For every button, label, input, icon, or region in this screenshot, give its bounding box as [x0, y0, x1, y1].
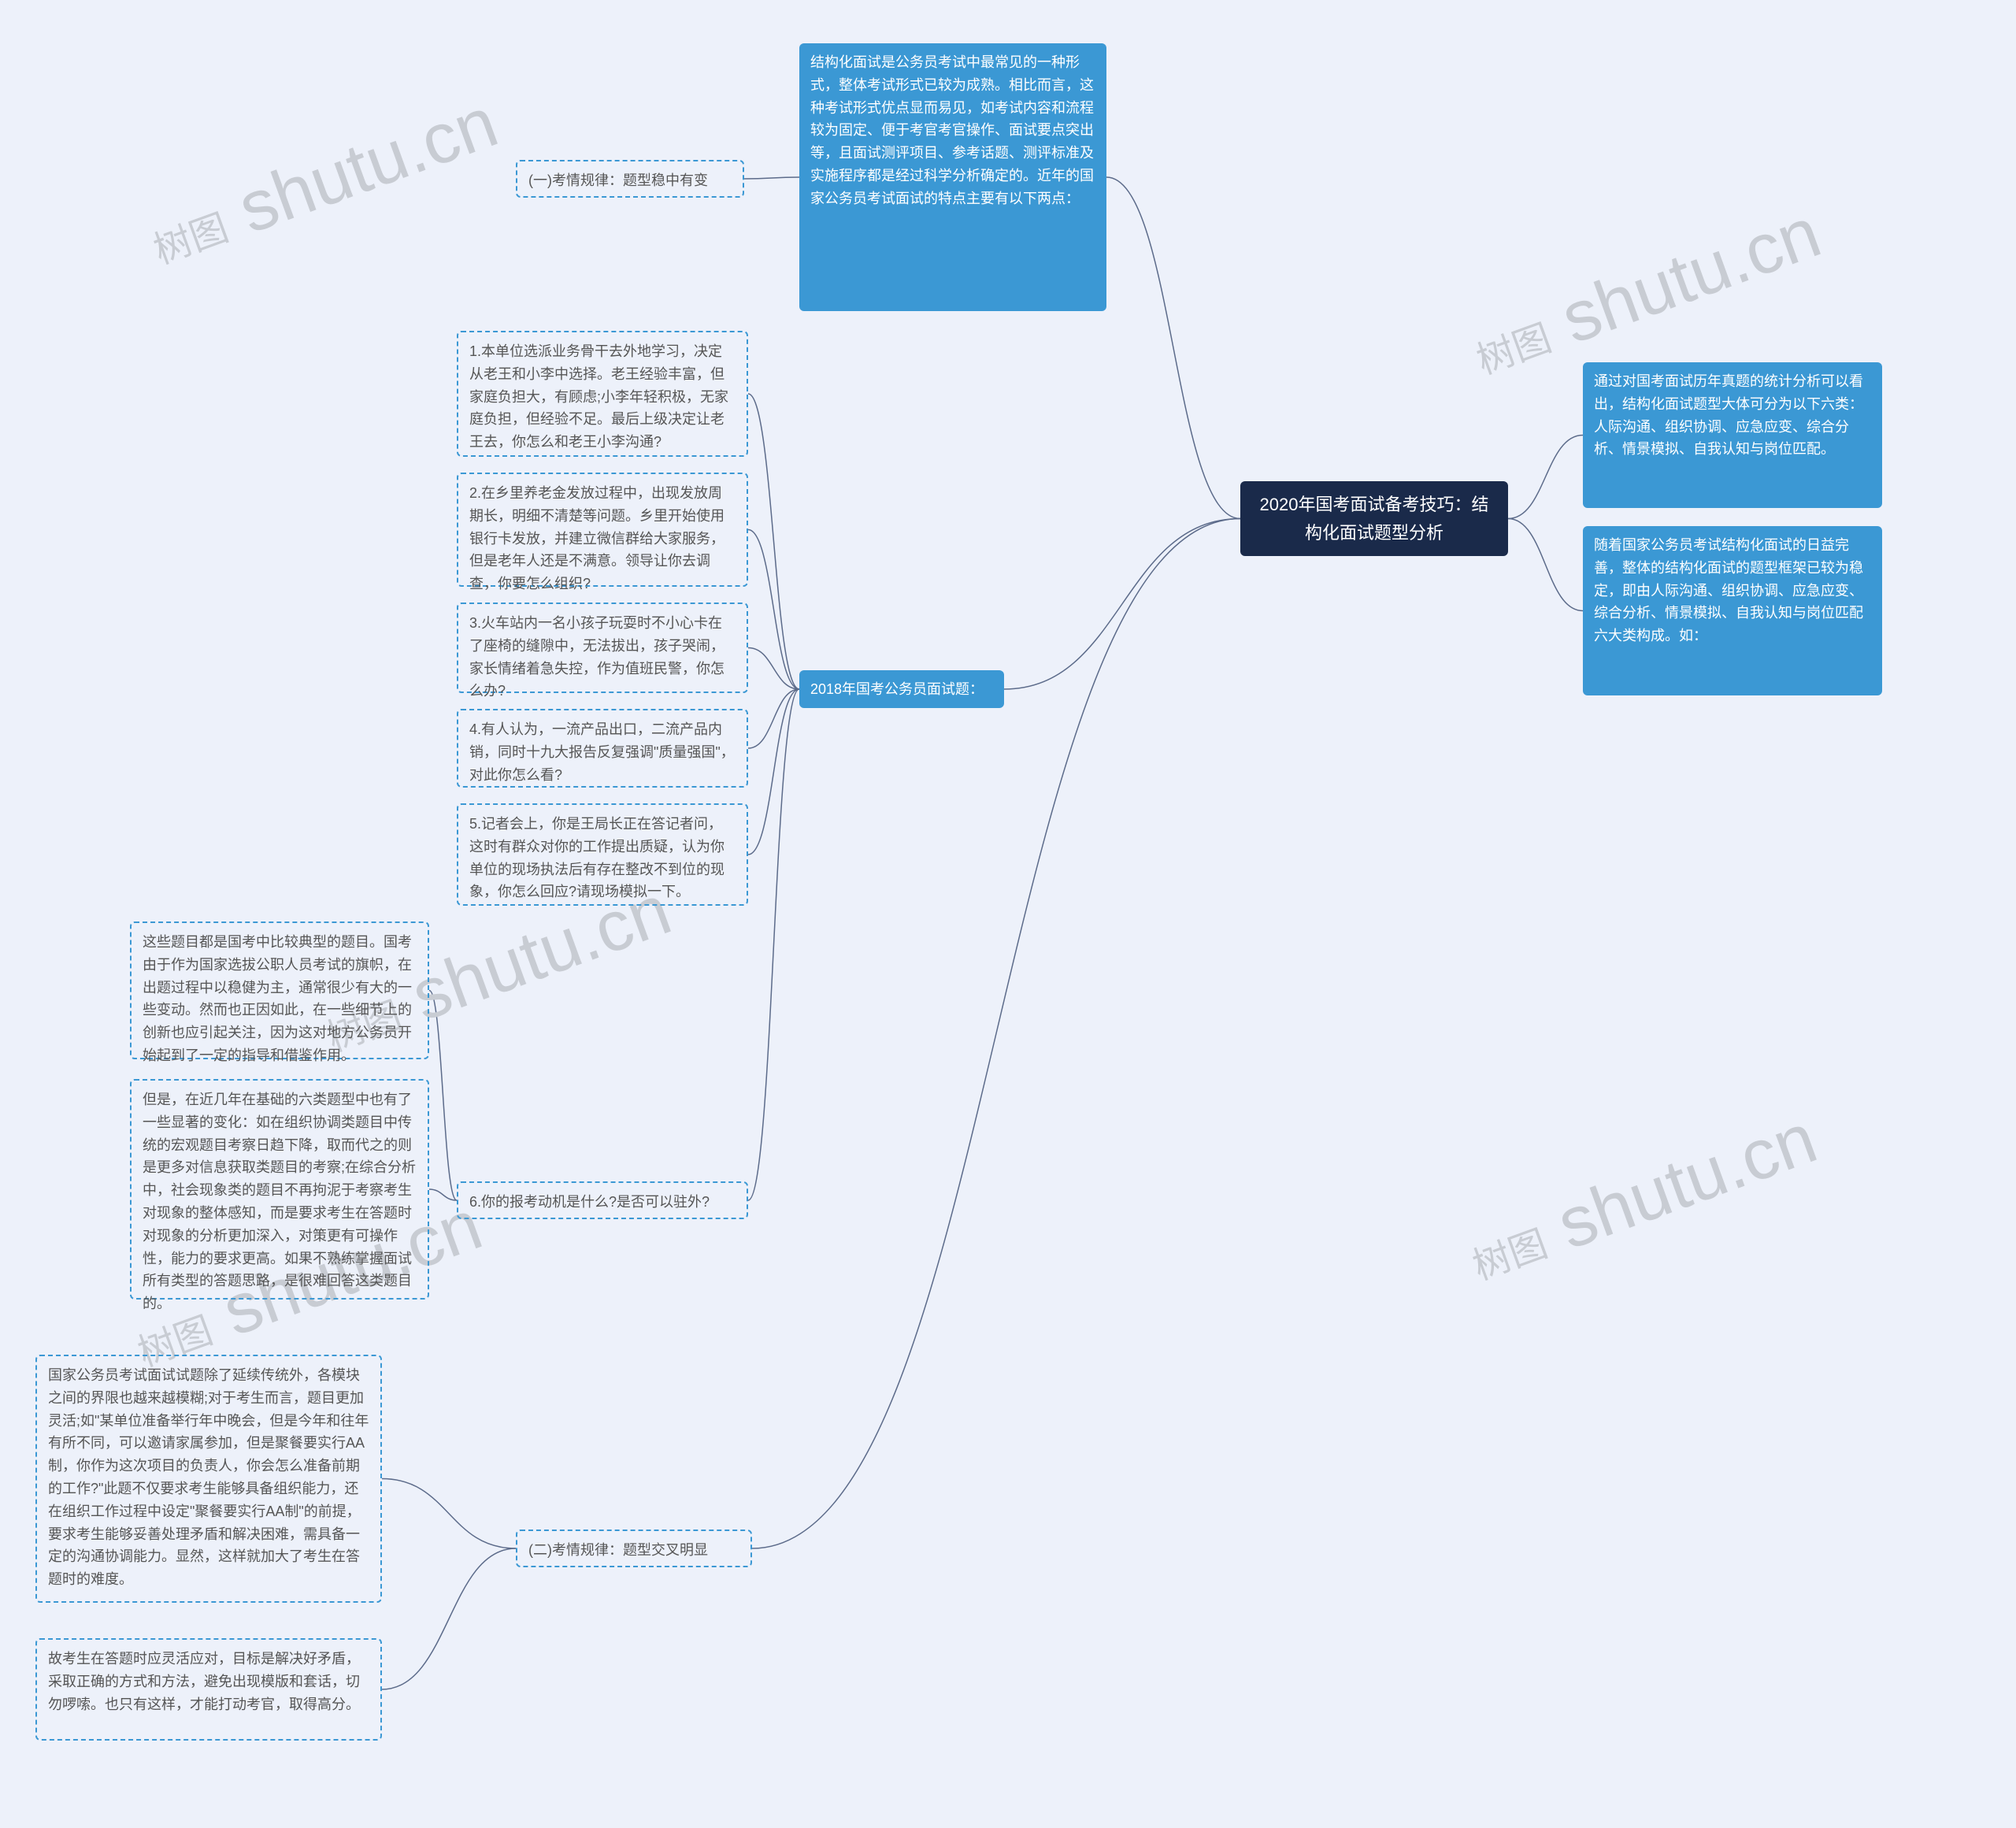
node-text: 这些题目都是国考中比较典型的题目。国考由于作为国家选拔公职人员考试的旗帜，在出题…: [143, 934, 412, 1063]
commentary-1[interactable]: 这些题目都是国考中比较典型的题目。国考由于作为国家选拔公职人员考试的旗帜，在出题…: [130, 921, 429, 1059]
question-1[interactable]: 1.本单位选派业务骨干去外地学习，决定从老王和小李中选择。老王经验丰富，但家庭负…: [457, 331, 748, 457]
node-text: 1.本单位选派业务骨干去外地学习，决定从老王和小李中选择。老王经验丰富，但家庭负…: [469, 343, 728, 450]
right-child-1[interactable]: 通过对国考面试历年真题的统计分析可以看出，结构化面试题型大体可分为以下六类：人际…: [1583, 362, 1882, 508]
node-text: 但是，在近几年在基础的六类题型中也有了一些显著的变化：如在组织协调类题目中传统的…: [143, 1092, 416, 1311]
intro-node[interactable]: 结构化面试是公务员考试中最常见的一种形式，整体考试形式已较为成熟。相比而言，这种…: [799, 43, 1106, 311]
node-text: 6.你的报考动机是什么?是否可以驻外?: [469, 1194, 710, 1210]
exam-2018-node[interactable]: 2018年国考公务员面试题：: [799, 670, 1004, 708]
question-4[interactable]: 4.有人认为，一流产品出口，二流产品内销，同时十九大报告反复强调"质量强国"，对…: [457, 709, 748, 788]
watermark: 树图 shutu.cn: [1458, 1098, 1827, 1299]
node-text: 故考生在答题时应灵活应对，目标是解决好矛盾，采取正确的方式和方法，避免出现模版和…: [48, 1651, 360, 1712]
root-label: 2020年国考面试备考技巧：结构化面试题型分析: [1251, 491, 1497, 546]
right-child-2[interactable]: 随着国家公务员考试结构化面试的日益完善，整体的结构化面试的题型框架已较为稳定，即…: [1583, 526, 1882, 695]
watermark: 树图 shutu.cn: [139, 82, 508, 283]
section-2-node[interactable]: (二)考情规律：题型交叉明显: [516, 1530, 752, 1567]
node-text: 4.有人认为，一流产品出口，二流产品内销，同时十九大报告反复强调"质量强国"，对…: [469, 721, 735, 783]
node-text: 3.火车站内一名小孩子玩耍时不小心卡在了座椅的缝隙中，无法拔出，孩子哭闹，家长情…: [469, 615, 724, 699]
commentary-2[interactable]: 但是，在近几年在基础的六类题型中也有了一些显著的变化：如在组织协调类题目中传统的…: [130, 1079, 429, 1300]
question-3[interactable]: 3.火车站内一名小孩子玩耍时不小心卡在了座椅的缝隙中，无法拔出，孩子哭闹，家长情…: [457, 603, 748, 693]
node-text: (一)考情规律：题型稳中有变: [528, 172, 708, 188]
node-text: 随着国家公务员考试结构化面试的日益完善，整体的结构化面试的题型框架已较为稳定，即…: [1594, 537, 1863, 643]
question-5[interactable]: 5.记者会上，你是王局长正在答记者问，这时有群众对你的工作提出质疑，认为你单位的…: [457, 803, 748, 906]
question-2[interactable]: 2.在乡里养老金发放过程中，出现发放周期长，明细不清楚等问题。乡里开始使用银行卡…: [457, 473, 748, 587]
root-node[interactable]: 2020年国考面试备考技巧：结构化面试题型分析: [1240, 481, 1508, 556]
node-text: 5.记者会上，你是王局长正在答记者问，这时有群众对你的工作提出质疑，认为你单位的…: [469, 816, 724, 899]
node-text: (二)考情规律：题型交叉明显: [528, 1542, 708, 1558]
commentary-4[interactable]: 故考生在答题时应灵活应对，目标是解决好矛盾，采取正确的方式和方法，避免出现模版和…: [35, 1638, 382, 1741]
commentary-3[interactable]: 国家公务员考试面试试题除了延续传统外，各模块之间的界限也越来越模糊;对于考生而言…: [35, 1355, 382, 1603]
node-text: 结构化面试是公务员考试中最常见的一种形式，整体考试形式已较为成熟。相比而言，这种…: [810, 54, 1094, 206]
question-6[interactable]: 6.你的报考动机是什么?是否可以驻外?: [457, 1181, 748, 1219]
section-1-node[interactable]: (一)考情规律：题型稳中有变: [516, 160, 744, 198]
node-text: 通过对国考面试历年真题的统计分析可以看出，结构化面试题型大体可分为以下六类：人际…: [1594, 373, 1863, 457]
node-text: 国家公务员考试面试试题除了延续传统外，各模块之间的界限也越来越模糊;对于考生而言…: [48, 1367, 369, 1587]
node-text: 2018年国考公务员面试题：: [810, 681, 984, 697]
node-text: 2.在乡里养老金发放过程中，出现发放周期长，明细不清楚等问题。乡里开始使用银行卡…: [469, 485, 724, 591]
